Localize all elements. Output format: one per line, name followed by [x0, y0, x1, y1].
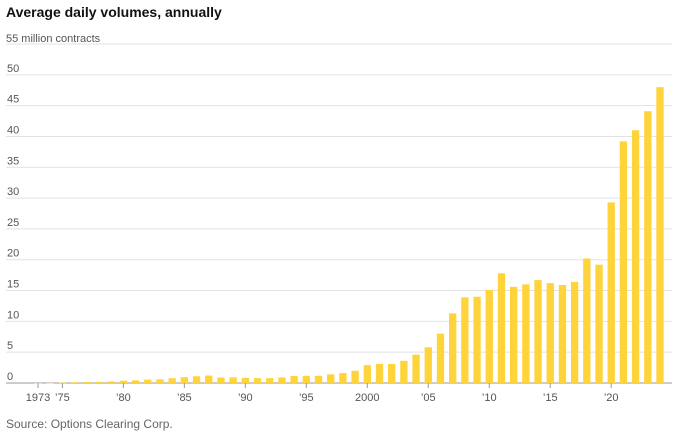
chart-title: Average daily volumes, annually [6, 4, 222, 20]
bar [400, 360, 408, 383]
bar [119, 380, 128, 383]
bar [229, 377, 237, 383]
bar [253, 378, 262, 383]
bar [70, 382, 79, 383]
bar [95, 381, 103, 383]
x-tick-label: 1973 [26, 392, 50, 404]
x-tick-label: 2000 [355, 392, 379, 404]
x-tick-label: ’80 [116, 392, 131, 404]
bar [314, 375, 323, 383]
x-tick-label: ’05 [421, 392, 436, 404]
bar [424, 347, 432, 383]
bar [83, 382, 91, 383]
bar [461, 297, 469, 383]
bar [570, 281, 579, 383]
bar [619, 141, 628, 383]
x-tick-label: ’85 [177, 392, 192, 404]
bar [107, 381, 115, 383]
bar [131, 380, 140, 383]
bar [485, 289, 493, 383]
y-tick-label: 5 [7, 340, 13, 352]
y-tick-label: 20 [7, 248, 19, 260]
bar [497, 273, 506, 383]
bar [144, 379, 152, 383]
bar [278, 377, 286, 383]
y-tick-label: 35 [7, 155, 19, 167]
y-tick-label: 0 [7, 371, 13, 383]
bars [34, 87, 664, 384]
bar [46, 382, 54, 384]
y-tick-label: 25 [7, 217, 19, 229]
bar [509, 286, 518, 383]
bar [327, 374, 335, 383]
bar [339, 373, 347, 383]
bar [412, 354, 420, 383]
y-tick-label: 30 [7, 186, 19, 198]
bar [534, 280, 542, 383]
bar [156, 379, 164, 383]
bar [436, 333, 445, 383]
y-tick-label: 40 [7, 124, 19, 136]
bar [595, 264, 603, 383]
bar [363, 365, 371, 383]
y-tick-label: 50 [7, 63, 19, 75]
chart-source: Source: Options Clearing Corp. [6, 417, 173, 431]
bar [192, 376, 201, 383]
bar [449, 313, 457, 383]
bar [168, 378, 176, 383]
y-tick-label: 15 [7, 279, 19, 291]
x-tick-label: ’90 [238, 392, 253, 404]
bar [217, 377, 225, 383]
bar [522, 284, 530, 383]
bar [266, 378, 274, 383]
bar [607, 202, 615, 383]
bar [558, 285, 567, 383]
x-tick-label: ’95 [299, 392, 314, 404]
y-axis-ticks: 0 5 10 15 20 25 30 35 40 45 50 [7, 63, 19, 383]
bar [583, 258, 591, 383]
bar [302, 375, 310, 383]
bar [180, 377, 189, 383]
x-tick-label: ’15 [543, 392, 558, 404]
x-tick-label: ’10 [482, 392, 497, 404]
bar [290, 375, 298, 383]
bar [656, 87, 664, 384]
bar [473, 296, 481, 383]
bar [241, 377, 249, 383]
y-tick-label: 45 [7, 94, 19, 106]
x-tick-label: ’20 [604, 392, 619, 404]
bar [388, 363, 396, 383]
bar [644, 111, 652, 384]
bar [631, 130, 640, 383]
y-tick-label: 10 [7, 309, 19, 321]
bar [205, 375, 213, 383]
bar [375, 363, 384, 383]
x-axis-ticks: 1973 ’75 ’80 ’85 ’90 ’95 2000 ’05 ’10 ’15 ’20 [26, 383, 619, 404]
bar [351, 370, 359, 383]
y-axis-unit-label: 55 million contracts [6, 33, 101, 45]
x-tick-label: ’75 [55, 392, 70, 404]
bar [546, 283, 554, 383]
bar [58, 382, 67, 384]
